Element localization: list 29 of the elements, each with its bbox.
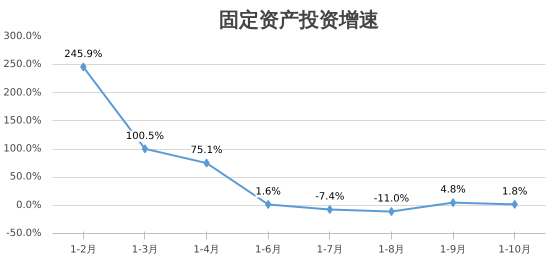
chart-title: 固定资产投资增速: [219, 8, 379, 32]
point: [388, 207, 395, 216]
point: [142, 144, 148, 154]
data-label: 245.9%: [64, 48, 102, 60]
x-tick-label: 1-2月: [70, 244, 96, 256]
point: [203, 158, 210, 168]
y-tick-label: -50.0%: [6, 228, 42, 239]
data-label: -11.0%: [374, 194, 410, 205]
data-label: 1.8%: [502, 186, 528, 198]
y-tick-label: 0.0%: [16, 200, 42, 211]
point: [450, 198, 456, 208]
x-tick-label: 1-3月: [132, 244, 158, 256]
y-tick-label: 300.0%: [3, 31, 42, 42]
data-label: 4.8%: [440, 184, 466, 196]
x-tick-label: 1-7月: [316, 244, 343, 256]
x-tick-label: 1-8月: [378, 244, 405, 256]
y-tick-label: 50.0%: [10, 172, 42, 183]
data-label: 100.5%: [126, 130, 164, 142]
y-tick-label: 200.0%: [3, 87, 42, 98]
x-tick-label: 1-10月: [498, 244, 532, 256]
data-label: 1.6%: [255, 186, 281, 198]
data-label: 75.1%: [190, 145, 222, 156]
y-tick-label: 150.0%: [3, 115, 42, 126]
data-label: -7.4%: [315, 192, 344, 203]
y-tick-label: 250.0%: [3, 59, 42, 70]
x-tick-label: 1-4月: [193, 244, 220, 256]
x-tick-label: 1-9月: [440, 244, 466, 256]
y-tick-label: 100.0%: [3, 144, 42, 155]
x-tick-label: 1-6月: [255, 244, 282, 256]
